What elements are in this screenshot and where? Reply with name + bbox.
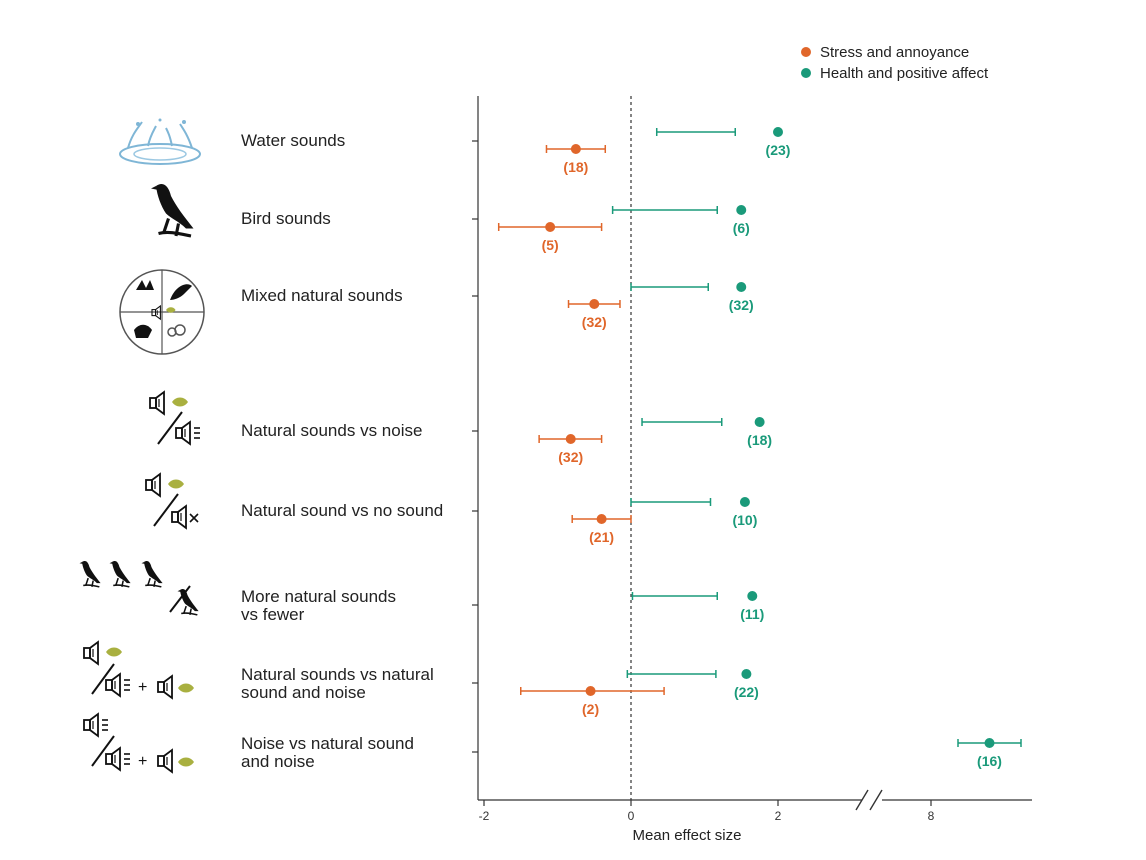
- legend-label-stress: Stress and annoyance: [820, 44, 969, 61]
- health-n-label: (22): [734, 684, 759, 700]
- health-n-label: (32): [729, 297, 754, 313]
- health-n-label: (6): [733, 220, 750, 236]
- category-label: Bird sounds: [241, 209, 331, 228]
- stress-mean-point: [596, 514, 607, 524]
- health-estimate: (11): [631, 591, 764, 622]
- stress-mean-point: [585, 686, 596, 696]
- x-tick-label: 2: [775, 809, 782, 823]
- stress-estimate: (21): [571, 514, 632, 545]
- health-n-label: (16): [977, 753, 1002, 769]
- health-n-label: (18): [747, 432, 772, 448]
- data-marks: (18) (5) (32) (32) (21) (2) (23) (6) (32) (18) (10…: [497, 127, 1022, 769]
- health-estimate: (18): [641, 417, 772, 448]
- health-mean-point: [739, 497, 750, 507]
- stress-mean-point: [565, 434, 576, 444]
- stress-n-label: (18): [563, 159, 588, 175]
- legend-label-health: Health and positive affect: [820, 65, 989, 82]
- health-mean-point: [773, 127, 783, 137]
- category-icons: + +: [78, 118, 205, 773]
- health-n-label: (11): [740, 606, 764, 622]
- x-axis-title: Mean effect size: [633, 827, 742, 844]
- category-label: Natural sounds vs natural sound and noise: [241, 665, 434, 702]
- health-mean-point: [736, 205, 747, 215]
- health-estimate: (16): [957, 738, 1022, 769]
- stress-estimate: (5): [497, 222, 603, 253]
- legend-marker-stress: [801, 47, 811, 57]
- legend-item-stress: Stress and annoyance: [801, 44, 969, 61]
- health-mean-point: [736, 282, 747, 292]
- x-tick-label: 0: [628, 809, 635, 823]
- health-n-label: (23): [766, 142, 791, 158]
- stress-n-label: (21): [589, 529, 614, 545]
- mixed-natural-sounds-icon: [119, 269, 205, 355]
- category-label: Natural sounds vs noise: [241, 421, 422, 440]
- category-label: Noise vs natural sound and noise: [241, 734, 414, 771]
- speaker-leaf-vs-mute-icon: [145, 473, 199, 529]
- health-mean-point: [754, 417, 765, 427]
- speaker-leaf-vs-noise-icon: [149, 391, 201, 445]
- stress-mean-point: [545, 222, 556, 232]
- three-birds-vs-one-bird-icon: [78, 560, 200, 616]
- stress-mean-point: [589, 299, 600, 309]
- stress-n-label: (32): [582, 314, 607, 330]
- legend-marker-health: [801, 68, 811, 78]
- speaker-leaf-vs-noise-plus-leaf-icon: +: [83, 641, 194, 699]
- svg-text:+: +: [138, 679, 147, 696]
- water-splash-icon: [119, 118, 201, 165]
- health-estimate: (6): [611, 205, 750, 236]
- legend: Stress and annoyance Health and positive…: [801, 44, 989, 82]
- health-mean-point: [984, 738, 995, 748]
- x-tick-label: -2: [479, 809, 490, 823]
- stress-estimate: (18): [545, 144, 607, 175]
- category-labels: Water sounds Bird sounds Mixed natural sou…: [241, 131, 443, 771]
- stress-estimate: (32): [567, 299, 621, 330]
- category-label: More natural sounds vs fewer: [241, 587, 396, 624]
- stress-mean-point: [570, 144, 581, 154]
- stress-estimate: (2): [520, 686, 665, 717]
- legend-item-health: Health and positive affect: [801, 65, 989, 82]
- bird-icon: [149, 182, 196, 238]
- health-estimate: (10): [630, 497, 757, 528]
- axes: -2 0 2 8 Mean effect size: [472, 96, 1032, 844]
- x-ticks: -2 0 2 8: [479, 800, 935, 823]
- health-n-label: (10): [732, 512, 757, 528]
- x-tick-label: 8: [928, 809, 935, 823]
- stress-n-label: (5): [542, 237, 559, 253]
- stress-n-label: (32): [558, 449, 583, 465]
- svg-text:+: +: [138, 753, 147, 770]
- category-label: Mixed natural sounds: [241, 286, 403, 305]
- stress-n-label: (2): [582, 701, 599, 717]
- stress-estimate: (32): [538, 434, 603, 465]
- y-ticks: [472, 140, 478, 753]
- axis-break-marks: [855, 789, 883, 811]
- health-estimate: (32): [630, 282, 754, 313]
- health-mean-point: [747, 591, 758, 601]
- health-estimate: (23): [655, 127, 791, 158]
- health-estimate: (22): [626, 669, 759, 700]
- category-label: Natural sound vs no sound: [241, 501, 443, 520]
- health-mean-point: [741, 669, 752, 679]
- noise-vs-noise-plus-leaf-icon: +: [83, 713, 194, 773]
- category-label: Water sounds: [241, 131, 345, 150]
